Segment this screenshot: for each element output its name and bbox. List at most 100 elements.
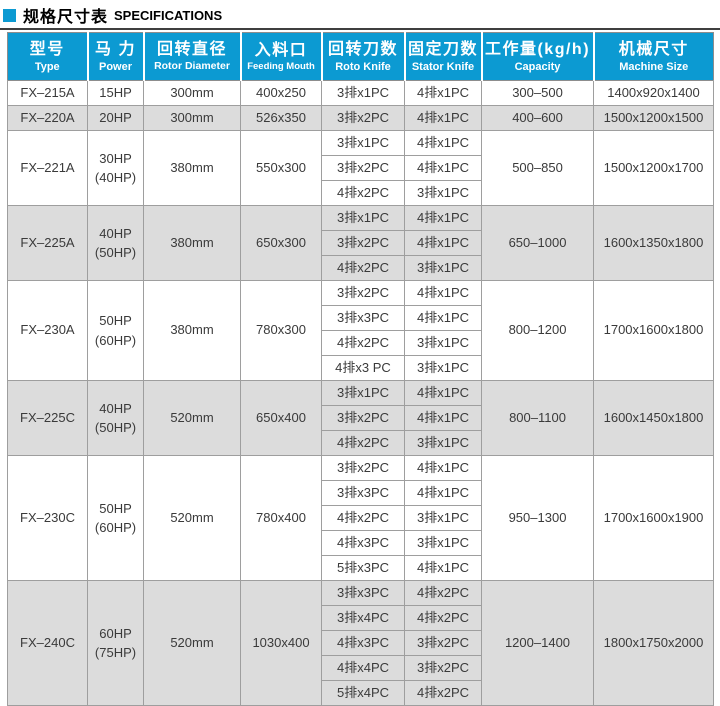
table-row: 4排x4PC 3排x2PC [8,655,714,681]
cell-type: FX–225A [7,205,88,281]
cell-machine-size: 1600x1350x1800 [593,205,714,281]
table-row: FX–230C 50HP (60HP) 520mm 780x400 3排x2PC 4排x1P… [7,455,714,581]
cell-machine-size: 1500x1200x1700 [593,130,714,206]
cell-power: 50HP (60HP) [87,455,144,581]
cell-type: FX–221A [7,130,88,206]
cell-machine-size: 1600x1450x1800 [593,380,714,456]
cell-roto-knife: 4排x2PC [321,180,405,206]
cell-stator-knife: 4排x1PC [404,405,482,431]
cell-capacity: 800–1100 [481,380,594,456]
header-cell-power: 马 力 Power [87,32,145,81]
cell-machine-size: 1800x1750x2000 [593,580,714,706]
table-row: FX–215A 15HP 300mm 400x250 3排x1PC 4排x1PC 300–5… [7,80,714,106]
table-row: FX–230A 50HP (60HP) 380mm 780x300 3排x2PC 4排x1P… [7,280,714,381]
power-line: 15HP [99,85,132,101]
page-title-zh: 规格尺寸表 [23,9,109,26]
cell-roto-knife: 4排x2PC [321,330,405,356]
table-row: FX–240C 60HP (75HP) 520mm 1030x400 3排x3PC 4排x2… [7,580,714,706]
header-row: 型号 Type 马 力 Power 回转直径 Rotor Diameter 入料口 Feedi… [7,32,714,81]
cell-machine-size: 1700x1600x1800 [593,280,714,381]
cell-capacity: 1200–1400 [481,580,594,706]
cell-rotor-diameter: 520mm [143,380,241,456]
header-label-en: Type [34,60,60,73]
header-label-en: Capacity [514,60,561,73]
power-line: 40HP [99,400,132,416]
table-row: FX–220A 20HP 300mm 526x350 3排x2PC 4排x1PC 400–6… [7,105,714,131]
cell-type: FX–225C [7,380,88,456]
cell-feeding-mouth: 526x350 [240,105,322,131]
power-line: 50HP [99,500,132,516]
cell-feeding-mouth: 650x300 [240,205,322,281]
header-label-zh: 工作量(kg/h) [484,40,591,58]
cell-roto-knife: 3排x2PC [321,405,405,431]
table-row: 4排x3PC 3排x1PC [8,530,714,556]
cell-rotor-diameter: 380mm [143,130,241,206]
cell-stator-knife: 3排x1PC [404,430,482,456]
table-row: 4排x2PC 3排x1PC [8,255,714,281]
cell-stator-knife: 4排x1PC [404,455,482,481]
cell-roto-knife: 3排x3PC [321,580,405,606]
cell-power: 30HP (40HP) [87,130,144,206]
cell-feeding-mouth: 400x250 [240,80,322,106]
cell-stator-knife: 4排x1PC [404,305,482,331]
cell-feeding-mouth: 1030x400 [240,580,322,706]
cell-roto-knife: 4排x2PC [321,255,405,281]
cell-roto-knife: 3排x1PC [321,130,405,156]
cell-capacity: 400–600 [481,105,594,131]
cell-rotor-diameter: 520mm [143,580,241,706]
cell-stator-knife: 4排x1PC [404,80,482,106]
cell-roto-knife: 3排x2PC [321,105,405,131]
power-line: (60HP) [94,520,137,535]
table-row: 4排x2PC 3排x1PC [8,330,714,356]
cell-stator-knife: 3排x1PC [404,255,482,281]
header-label-zh: 型号 [29,40,65,58]
header-cell-rotor-diameter: 回转直径 Rotor Diameter [143,32,242,81]
cell-stator-knife: 4排x1PC [404,555,482,581]
header-label-zh: 机械尺寸 [618,40,689,58]
cell-stator-knife: 4排x1PC [404,130,482,156]
cell-stator-knife: 3排x2PC [404,655,482,681]
cell-power: 60HP (75HP) [87,580,144,706]
header-label-en: Power [98,60,132,73]
cell-capacity: 300–500 [481,80,594,106]
power-line: 30HP [99,150,132,166]
cell-stator-knife: 3排x1PC [404,530,482,556]
header-label-en: Feeding Mouth [247,60,315,72]
table-row: 4排x3PC 3排x2PC [8,630,714,656]
cell-feeding-mouth: 550x300 [240,130,322,206]
power-line: (75HP) [94,645,137,660]
cell-rotor-diameter: 520mm [143,455,241,581]
cell-roto-knife: 3排x3PC [321,305,405,331]
header-cell-type: 型号 Type [7,32,89,81]
header-label-en: Machine Size [619,60,689,73]
cell-power: 40HP (50HP) [87,380,144,456]
cell-capacity: 800–1200 [481,280,594,381]
table-row: 3排x2PC 4排x1PC [8,405,714,431]
cell-rotor-diameter: 380mm [143,205,241,281]
header-label-zh: 固定刀数 [407,40,478,58]
power-line: 60HP [99,625,132,641]
cell-rotor-diameter: 300mm [143,80,241,106]
table-row: FX–221A 30HP (40HP) 380mm 550x300 3排x1PC 4排x1P… [7,130,714,206]
cell-roto-knife: 3排x2PC [321,455,405,481]
cell-roto-knife: 3排x1PC [321,205,405,231]
cell-machine-size: 1500x1200x1500 [593,105,714,131]
power-line: (60HP) [94,332,137,348]
power-line: 50HP [99,313,132,328]
cell-power: 40HP (50HP) [87,205,144,281]
table-row: 3排x3PC 4排x1PC [8,480,714,506]
cell-roto-knife: 3排x2PC [321,155,405,181]
power-line: 40HP [99,225,132,241]
table-row: 4排x3 PC 3排x1PC [8,355,714,381]
table-row: FX–225A 40HP (50HP) 380mm 650x300 3排x1PC 4排x1P… [7,205,714,281]
cell-stator-knife: 4排x1PC [404,280,482,306]
cell-type: FX–220A [7,105,88,131]
header-cell-roto-knife: 回转刀数 Roto Knife [321,32,406,81]
table-row: 3排x2PC 4排x1PC [8,155,714,181]
cell-rotor-diameter: 380mm [143,280,241,381]
cell-stator-knife: 4排x2PC [404,605,482,631]
cell-power: 15HP [87,80,144,106]
cell-power: 50HP (60HP) [87,280,144,381]
table-row: FX–225C 40HP (50HP) 520mm 650x400 3排x1PC 4排x1P… [7,380,714,456]
